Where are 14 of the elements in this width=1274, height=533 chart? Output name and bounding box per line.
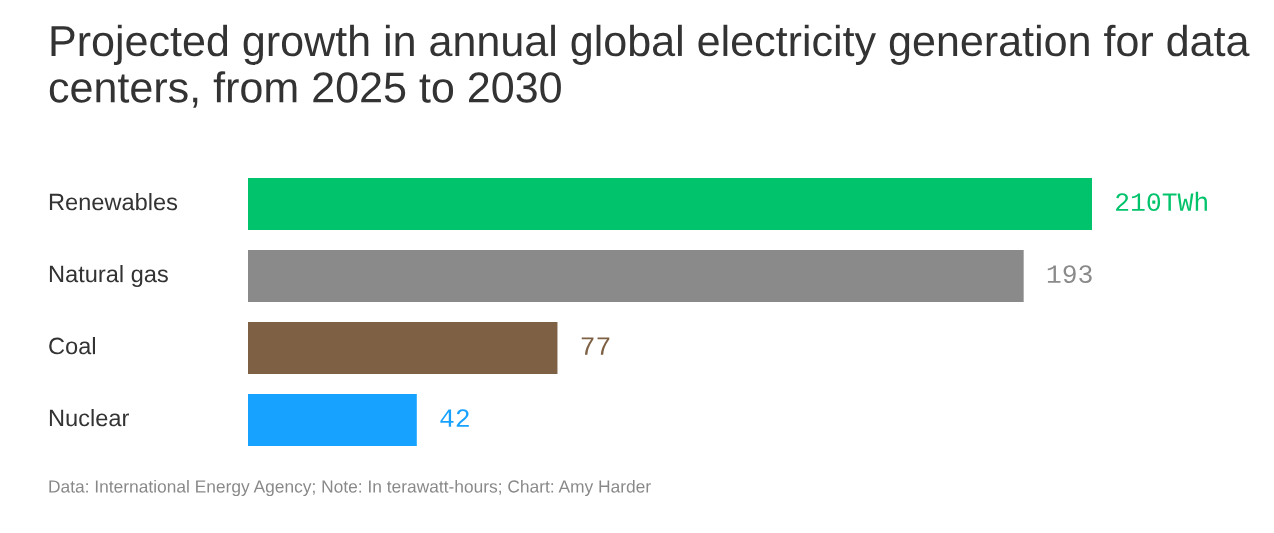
bar: [248, 250, 1024, 302]
chart-title: Projected growth in annual global electricity generation for data centers, from 2025 to 2030: [49, 24, 1250, 108]
y-tick-label: Coal: [49, 336, 95, 355]
y-tick-label: Renewables: [49, 193, 178, 211]
text: Data: International Energy Agency; Note: In terawatt-hours; Chart: Amy Harder: [49, 479, 651, 497]
data-label: 77: [581, 337, 610, 355]
data-label: 193: [1047, 265, 1092, 284]
bar: [248, 322, 558, 374]
y-tick-label: Natural gas: [49, 264, 168, 287]
bar: [248, 394, 417, 446]
data-label: 210TWh: [1116, 191, 1207, 212]
y-tick-label: Nuclear: [49, 408, 129, 427]
bar: [248, 178, 1092, 230]
data-label: 42: [440, 409, 469, 427]
